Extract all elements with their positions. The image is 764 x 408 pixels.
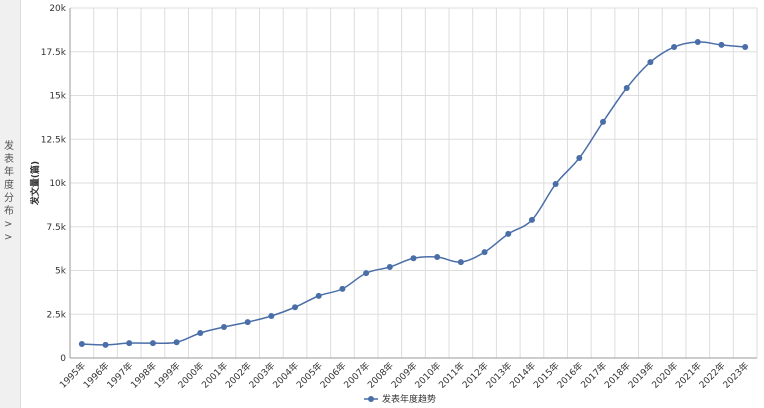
point	[410, 255, 417, 262]
point	[457, 259, 464, 266]
y-tick-label: 12.5k	[41, 135, 67, 145]
sidebar-label: 发表年度分布 >>	[4, 140, 16, 244]
point	[718, 41, 725, 48]
y-axis-label: 发文量(篇)	[29, 161, 41, 206]
point	[552, 181, 559, 188]
sidebar[interactable]: 发表年度分布 >>	[0, 0, 21, 408]
point	[647, 59, 654, 66]
point	[694, 38, 701, 45]
point	[671, 44, 678, 51]
point	[600, 118, 607, 125]
y-tick-label: 17.5k	[41, 48, 67, 58]
point	[78, 341, 85, 347]
point	[220, 324, 227, 331]
y-tick-label: 2.5k	[46, 310, 66, 320]
point	[102, 341, 109, 348]
sidebar-toggle[interactable]: >>	[4, 219, 13, 243]
point	[126, 340, 133, 347]
legend-label: 发表年度趋势	[382, 393, 436, 405]
point	[339, 285, 346, 292]
point	[434, 254, 441, 261]
point	[315, 292, 322, 299]
point	[481, 249, 488, 256]
point	[742, 44, 749, 51]
y-tick-label: 7.5k	[46, 223, 66, 233]
point	[292, 304, 299, 311]
point	[363, 270, 370, 277]
y-tick-label: 15k	[49, 92, 66, 102]
legend-marker	[368, 396, 374, 402]
sidebar-title: 发表年度分布	[4, 141, 14, 217]
point	[505, 230, 512, 237]
point	[268, 313, 275, 319]
point	[386, 264, 393, 270]
point	[623, 84, 630, 91]
point	[173, 339, 180, 346]
x-tick-label: 2023年	[720, 360, 751, 391]
point	[576, 154, 583, 161]
y-tick-label: 20k	[49, 4, 66, 14]
y-tick-label: 0	[60, 354, 66, 364]
point	[528, 216, 535, 223]
point	[244, 319, 251, 326]
y-tick-label: 5k	[55, 267, 67, 277]
line	[81, 41, 746, 346]
y-tick-label: 10k	[49, 179, 66, 189]
point	[197, 329, 204, 336]
point	[149, 340, 156, 347]
